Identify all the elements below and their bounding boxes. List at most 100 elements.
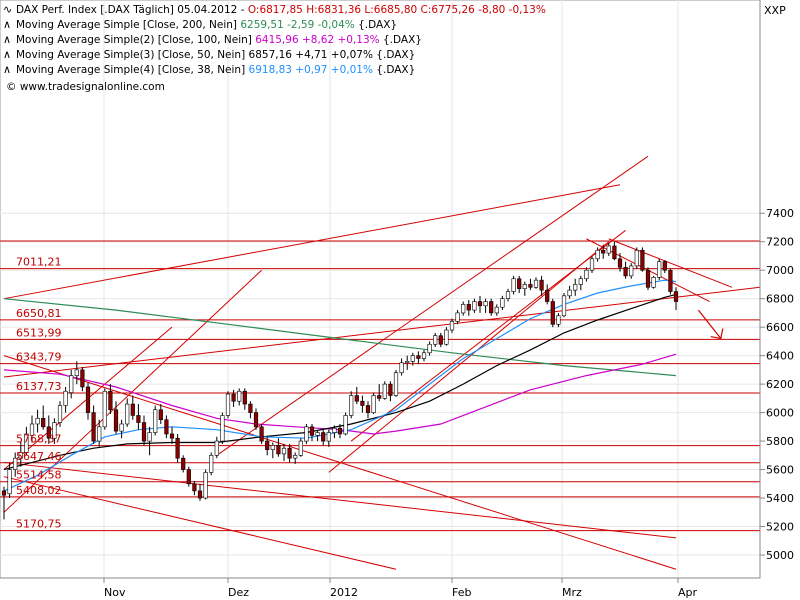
- candle: [125, 398, 130, 427]
- candle: [382, 381, 387, 400]
- level-labels: 7011,21 6650,81 6513,99 6343,79 6137,73 5768,…: [16, 256, 62, 531]
- candle-body: [567, 289, 572, 297]
- candle-body: [517, 278, 522, 290]
- candle: [606, 243, 611, 256]
- candle-body: [472, 301, 477, 311]
- candle: [573, 278, 578, 296]
- x-axis: Nov Dez 2012 Feb Mrz Apr: [0, 577, 760, 599]
- watermark: © www.tradesignalonline.com: [6, 81, 165, 93]
- y-tick-label: 7000: [766, 264, 794, 277]
- candle: [556, 312, 561, 328]
- candle: [410, 352, 415, 366]
- candle-body: [634, 249, 639, 267]
- trend-line: [3, 355, 677, 570]
- candle: [225, 391, 231, 419]
- candle-body: [175, 437, 180, 459]
- candle-body: [24, 433, 29, 453]
- candle: [326, 429, 331, 447]
- candle: [276, 438, 281, 457]
- x-tick-label: Dez: [228, 586, 249, 599]
- candle-body: [550, 301, 555, 325]
- legend-entry-symbol: {.DAX}: [380, 34, 422, 46]
- candle-body: [578, 278, 583, 285]
- candle-body: [287, 447, 292, 459]
- candle: [29, 415, 35, 443]
- candle: [343, 412, 348, 436]
- candles: [1, 241, 679, 520]
- candle-body: [147, 432, 152, 442]
- candle: [545, 284, 550, 305]
- trend-line: [350, 229, 626, 442]
- y-tick-label: 7400: [766, 207, 794, 220]
- candle-body: [203, 472, 208, 499]
- candle-body: [1, 490, 7, 496]
- candle: [175, 433, 180, 463]
- candle: [197, 483, 203, 501]
- trend-line: [3, 269, 262, 513]
- y-tick-label: 5400: [766, 492, 794, 505]
- candle-body: [13, 457, 18, 470]
- candle-body: [74, 369, 79, 376]
- candle-body: [382, 383, 387, 399]
- x-tick-label: Apr: [678, 586, 698, 599]
- candle: [18, 441, 23, 467]
- candle: [388, 381, 393, 402]
- candle-body: [315, 432, 320, 436]
- candle: [377, 384, 382, 402]
- candle: [455, 310, 460, 325]
- candle: [645, 267, 651, 291]
- candle-body: [248, 403, 253, 413]
- legend-entry-value: 6259,51 -2,59 -0,04%: [240, 19, 354, 31]
- candle: [472, 298, 477, 313]
- candle: [293, 452, 298, 464]
- candle-body: [528, 284, 533, 288]
- legend-entry: Moving Average Simple(2) [Close, 100, Ne…: [16, 34, 422, 46]
- trend-line: [3, 476, 397, 570]
- candle-body: [365, 405, 371, 413]
- y-tick-label: 6800: [766, 293, 794, 306]
- candle-body: [259, 426, 264, 442]
- candle: [511, 275, 516, 295]
- candle-body: [455, 312, 460, 322]
- candle: [505, 288, 511, 302]
- candle: [634, 247, 639, 269]
- candle: [489, 298, 494, 316]
- level-label: 6650,81: [16, 307, 62, 320]
- candle-body: [85, 386, 91, 413]
- candle-body: [231, 393, 236, 402]
- candle: [231, 389, 236, 407]
- candle: [97, 419, 102, 447]
- candle: [477, 295, 483, 313]
- candle: [584, 267, 589, 282]
- legend-entry: Moving Average Simple [Close, 200, Nein]…: [16, 19, 397, 31]
- legend-entry-symbol: {.DAX}: [373, 64, 415, 76]
- candle-body: [326, 432, 331, 442]
- candle: [113, 401, 119, 434]
- legend-entry-name: Moving Average Simple(2) [Close, 100, Ne…: [16, 34, 255, 46]
- candle-body: [483, 301, 488, 307]
- candle-body: [7, 469, 12, 495]
- candle: [158, 404, 163, 424]
- candle: [595, 247, 600, 262]
- x-tick-label: 2012: [330, 586, 358, 599]
- candle-body: [141, 422, 147, 442]
- legend-entry: DAX Perf. Index [.DAX Täglich] 05.04.201…: [16, 4, 546, 16]
- candle: [360, 395, 365, 413]
- candle-body: [18, 452, 23, 459]
- candle: [7, 462, 12, 499]
- candle: [46, 415, 51, 444]
- level-label: 6137,73: [16, 380, 62, 393]
- candle: [438, 332, 443, 348]
- candle-body: [91, 412, 96, 442]
- candle-body: [651, 277, 656, 288]
- candle: [52, 418, 57, 444]
- candle-body: [595, 249, 600, 260]
- legend-entry-name: Moving Average Simple(4) [Close, 38, Nei…: [16, 64, 249, 76]
- candle: [349, 391, 354, 419]
- candle-body: [354, 395, 359, 402]
- candle-body: [561, 295, 567, 317]
- candle-body: [505, 291, 511, 299]
- candle-body: [377, 395, 382, 399]
- candle: [601, 244, 606, 259]
